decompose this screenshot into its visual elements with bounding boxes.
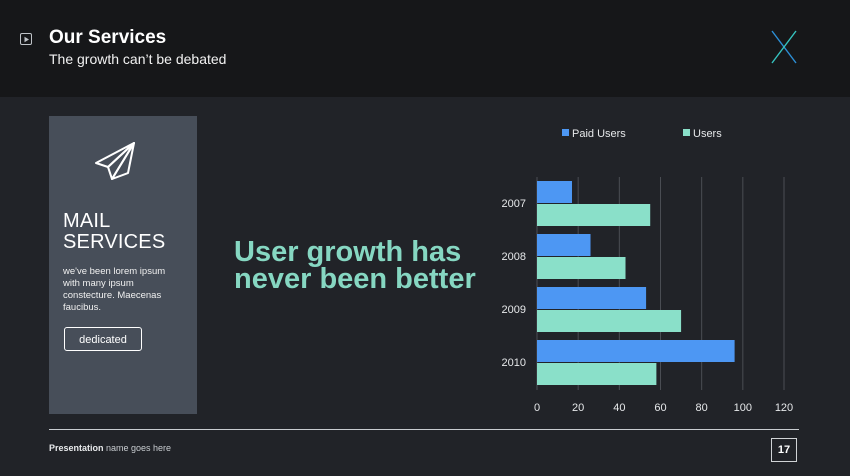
x-tick-label: 100 xyxy=(734,402,752,414)
legend-swatch xyxy=(562,129,569,136)
card-title: MAIL SERVICES xyxy=(63,211,193,253)
paper-plane-icon xyxy=(95,142,135,180)
footer-label-rest: name goes here xyxy=(103,443,172,453)
y-tick-label: 2009 xyxy=(502,304,526,316)
footer-divider xyxy=(49,429,799,430)
legend-swatch xyxy=(683,129,690,136)
y-tick-label: 2007 xyxy=(502,198,526,210)
headline: User growth has never been better xyxy=(234,236,476,295)
page-title: Our Services xyxy=(49,27,167,48)
card-body: we've been lorem ipsum with many ipsum c… xyxy=(63,266,166,313)
play-icon[interactable] xyxy=(20,33,32,45)
x-logo-icon xyxy=(771,30,797,64)
card-title-line1: MAIL xyxy=(63,210,111,232)
x-tick-label: 20 xyxy=(572,402,584,414)
bar-paid-users xyxy=(537,287,647,309)
x-tick-label: 80 xyxy=(696,402,708,414)
bar-paid-users xyxy=(537,181,572,203)
page-subtitle: The growth can’t be debated xyxy=(49,51,227,67)
x-tick-label: 60 xyxy=(654,402,666,414)
y-tick-label: 2008 xyxy=(502,251,526,263)
bar-users xyxy=(537,310,682,332)
bar-users xyxy=(537,363,657,385)
x-tick-label: 40 xyxy=(613,402,625,414)
mail-services-card: MAIL SERVICES we've been lorem ipsum wit… xyxy=(49,116,197,414)
dedicated-button[interactable]: dedicated xyxy=(64,327,142,351)
legend-label: Paid Users xyxy=(572,128,626,140)
header-bar: Our Services The growth can’t be debated xyxy=(0,0,850,97)
bar-paid-users xyxy=(537,234,591,256)
x-tick-label: 0 xyxy=(534,402,540,414)
y-tick-label: 2010 xyxy=(502,357,526,369)
bar-chart: 0 20 40 60 80 100 120 2007 2008 2009 2010 Paid User… xyxy=(502,128,794,414)
bar-paid-users xyxy=(537,340,735,362)
footer-label: Presentation name goes here xyxy=(49,443,171,453)
legend-label: Users xyxy=(693,128,722,140)
bar-users xyxy=(537,204,651,226)
bar-users xyxy=(537,257,626,279)
card-title-line2: SERVICES xyxy=(63,231,166,253)
x-tick-label: 120 xyxy=(775,402,793,414)
footer-label-bold: Presentation xyxy=(49,443,104,453)
page-number[interactable]: 17 xyxy=(771,438,797,462)
